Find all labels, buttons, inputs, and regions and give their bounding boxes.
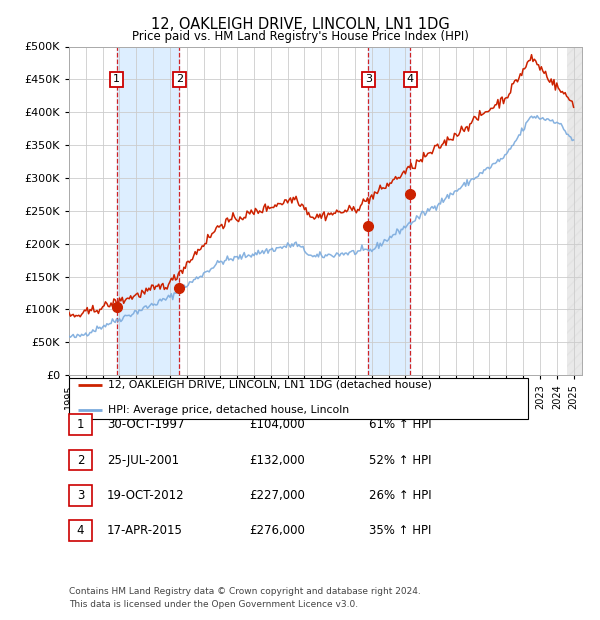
- Text: 52% ↑ HPI: 52% ↑ HPI: [369, 454, 431, 466]
- Text: 30-OCT-1997: 30-OCT-1997: [107, 418, 184, 431]
- Text: 25-JUL-2001: 25-JUL-2001: [107, 454, 179, 466]
- Text: £132,000: £132,000: [249, 454, 305, 466]
- Text: 17-APR-2015: 17-APR-2015: [107, 525, 182, 537]
- Text: 2: 2: [176, 74, 183, 84]
- Text: 19-OCT-2012: 19-OCT-2012: [107, 489, 184, 502]
- Text: 4: 4: [77, 525, 84, 537]
- Text: 61% ↑ HPI: 61% ↑ HPI: [369, 418, 431, 431]
- Text: This data is licensed under the Open Government Licence v3.0.: This data is licensed under the Open Gov…: [69, 600, 358, 609]
- Text: 12, OAKLEIGH DRIVE, LINCOLN, LN1 1DG: 12, OAKLEIGH DRIVE, LINCOLN, LN1 1DG: [151, 17, 449, 32]
- Text: 2: 2: [77, 454, 84, 466]
- Text: 3: 3: [77, 489, 84, 502]
- Text: Price paid vs. HM Land Registry's House Price Index (HPI): Price paid vs. HM Land Registry's House …: [131, 30, 469, 43]
- Text: £104,000: £104,000: [249, 418, 305, 431]
- Bar: [116, 46, 179, 375]
- Text: 3: 3: [365, 74, 372, 84]
- Text: £227,000: £227,000: [249, 489, 305, 502]
- Bar: [368, 46, 410, 375]
- Text: Contains HM Land Registry data © Crown copyright and database right 2024.: Contains HM Land Registry data © Crown c…: [69, 587, 421, 596]
- Text: HPI: Average price, detached house, Lincoln: HPI: Average price, detached house, Linc…: [108, 404, 349, 415]
- Text: 4: 4: [407, 74, 414, 84]
- Text: 1: 1: [113, 74, 120, 84]
- Text: 12, OAKLEIGH DRIVE, LINCOLN, LN1 1DG (detached house): 12, OAKLEIGH DRIVE, LINCOLN, LN1 1DG (de…: [108, 379, 432, 390]
- Text: £276,000: £276,000: [249, 525, 305, 537]
- Text: 26% ↑ HPI: 26% ↑ HPI: [369, 489, 431, 502]
- Bar: [567, 46, 582, 375]
- Text: 35% ↑ HPI: 35% ↑ HPI: [369, 525, 431, 537]
- Text: 1: 1: [77, 418, 84, 431]
